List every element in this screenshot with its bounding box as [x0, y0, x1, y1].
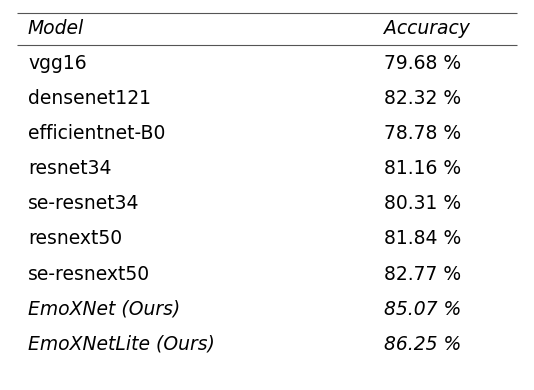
Text: resnet34: resnet34: [28, 160, 112, 178]
Text: se-resnet34: se-resnet34: [28, 195, 139, 213]
Text: 80.31 %: 80.31 %: [384, 195, 461, 213]
Text: 78.78 %: 78.78 %: [384, 124, 461, 144]
Text: EmoXNetLite (Ours): EmoXNetLite (Ours): [28, 335, 215, 354]
Text: 79.68 %: 79.68 %: [384, 54, 461, 73]
Text: 82.77 %: 82.77 %: [384, 264, 461, 284]
Text: 86.25 %: 86.25 %: [384, 335, 461, 354]
Text: Accuracy: Accuracy: [384, 19, 470, 38]
Text: resnext50: resnext50: [28, 229, 122, 248]
Text: 81.16 %: 81.16 %: [384, 160, 461, 178]
Text: EmoXNet (Ours): EmoXNet (Ours): [28, 300, 180, 319]
Text: se-resnext50: se-resnext50: [28, 264, 150, 284]
Text: Model: Model: [28, 19, 84, 38]
Text: 82.32 %: 82.32 %: [384, 89, 461, 108]
Text: 81.84 %: 81.84 %: [384, 229, 461, 248]
Text: vgg16: vgg16: [28, 54, 87, 73]
Text: densenet121: densenet121: [28, 89, 151, 108]
Text: 85.07 %: 85.07 %: [384, 300, 461, 319]
Text: efficientnet-B0: efficientnet-B0: [28, 124, 166, 144]
